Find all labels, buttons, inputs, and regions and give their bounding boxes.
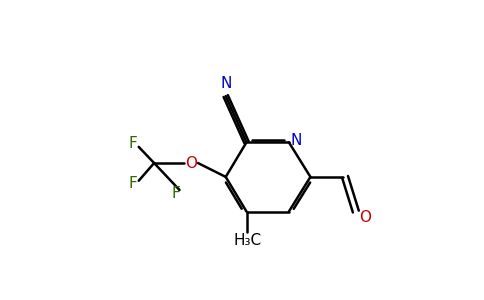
Text: N: N — [220, 76, 231, 91]
Text: F: F — [129, 136, 137, 151]
Text: O: O — [185, 155, 197, 170]
Text: F: F — [129, 176, 137, 191]
Text: O: O — [359, 210, 371, 225]
Text: N: N — [291, 133, 302, 148]
Text: H₃C: H₃C — [234, 232, 262, 247]
Text: F: F — [171, 186, 180, 201]
